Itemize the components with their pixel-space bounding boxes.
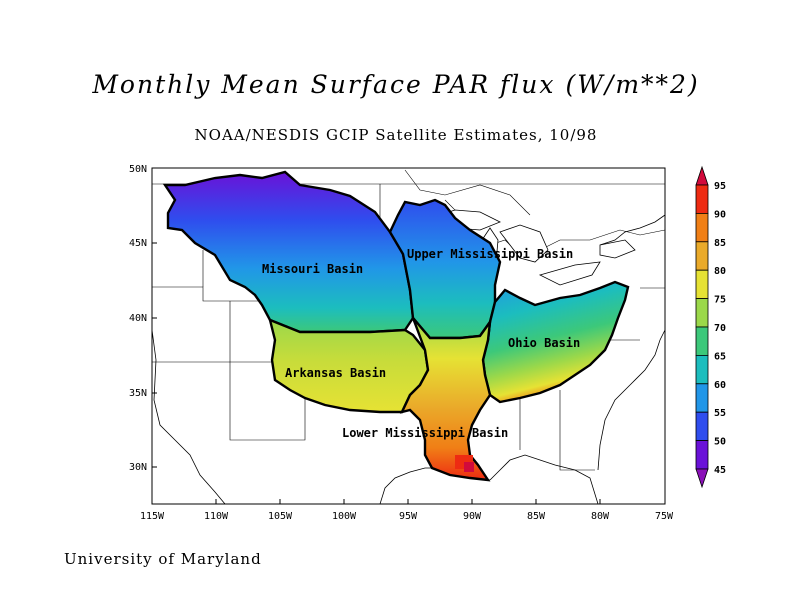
colorbar: 95 90 85 80 75 70 65 60 55 50 45 xyxy=(695,165,726,489)
lon-tick-label: 115W xyxy=(140,511,165,522)
colorbar-segment xyxy=(695,241,709,271)
lower-mississippi-basin-label: Lower Mississippi Basin xyxy=(342,426,508,440)
lon-tick-label: 100W xyxy=(332,511,357,522)
colorbar-segment xyxy=(695,212,709,243)
lat-tick-label: 40N xyxy=(129,313,147,324)
map-subtitle: NOAA/NESDIS GCIP Satellite Estimates, 10… xyxy=(194,126,598,144)
lon-tick-label: 75W xyxy=(655,511,674,522)
colorbar-segment xyxy=(695,298,709,328)
colorbar-segment xyxy=(695,354,709,385)
lon-tick-label: 85W xyxy=(527,511,546,522)
arkansas-basin-label: Arkansas Basin xyxy=(285,366,386,380)
ohio-basin-label: Ohio Basin xyxy=(508,336,580,350)
basin-labels: Missouri Basin Upper Mississippi Basin O… xyxy=(262,247,580,440)
colorbar-level-label: 45 xyxy=(714,465,726,476)
colorbar-segment xyxy=(695,440,709,470)
colorbar-bottom-cap xyxy=(695,468,709,489)
colorbar-level-label: 75 xyxy=(714,295,726,306)
upper-mississippi-basin-label: Upper Mississippi Basin xyxy=(407,247,573,261)
missouri-basin-label: Missouri Basin xyxy=(262,262,363,276)
colorbar-level-label: 55 xyxy=(714,408,726,419)
colorbar-segment xyxy=(695,269,709,300)
colorbar-segment xyxy=(695,411,709,442)
colorbar-level-label: 80 xyxy=(714,266,726,277)
colorbar-level-label: 60 xyxy=(714,380,726,391)
colorbar-top-cap xyxy=(695,165,709,186)
colorbar-level-label: 95 xyxy=(714,181,726,192)
lat-tick-label: 35N xyxy=(129,388,147,399)
lon-tick-label: 105W xyxy=(268,511,293,522)
lat-tick-label: 30N xyxy=(129,462,147,473)
colorbar-level-label: 90 xyxy=(714,209,726,220)
footer-credit: University of Maryland xyxy=(64,550,262,568)
lat-tick-label: 50N xyxy=(129,164,147,175)
colorbar-segment xyxy=(695,383,709,413)
colorbar-level-label: 50 xyxy=(714,437,726,448)
coastlines xyxy=(151,214,666,505)
lon-tick-label: 110W xyxy=(204,511,229,522)
lower-mississippi-basin-area xyxy=(399,317,492,482)
map-title: Monthly Mean Surface PAR flux (W/m**2) xyxy=(92,70,700,99)
colorbar-segment xyxy=(695,184,709,214)
lon-tick-label: 95W xyxy=(399,511,418,522)
colorbar-level-label: 65 xyxy=(714,351,726,362)
lat-tick-label: 45N xyxy=(129,238,147,249)
colorbar-segment xyxy=(695,326,709,356)
lon-tick-label: 90W xyxy=(463,511,482,522)
colorbar-level-label: 85 xyxy=(714,238,726,249)
longitude-axis: 115W 110W 105W 100W 95W 90W 85W 80W 75W xyxy=(140,511,674,522)
colorbar-level-label: 70 xyxy=(714,323,726,334)
lon-tick-label: 80W xyxy=(591,511,610,522)
latitude-axis: 50N 45N 40N 35N 30N xyxy=(129,164,147,473)
